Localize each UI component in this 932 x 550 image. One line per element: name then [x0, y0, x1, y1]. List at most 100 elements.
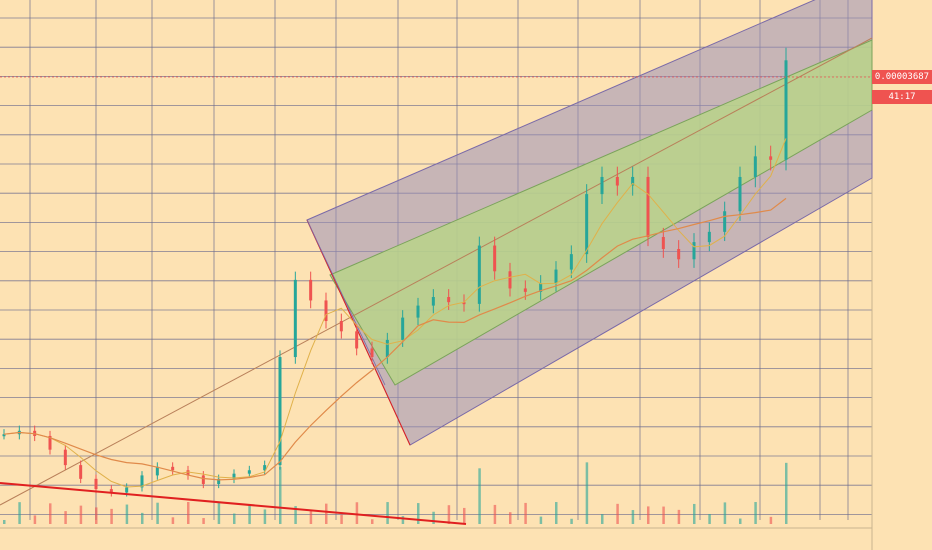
- volume-bar: [3, 520, 6, 524]
- volume-bar: [754, 502, 757, 524]
- volume-bar: [340, 514, 343, 524]
- candle-body: [309, 279, 313, 301]
- candle-body: [109, 489, 113, 493]
- volume-bar: [110, 508, 113, 524]
- volume-bar: [217, 502, 221, 524]
- volume-bar: [509, 512, 512, 524]
- volume-bar: [294, 506, 297, 524]
- candle-body: [692, 242, 696, 260]
- candle-body: [677, 248, 681, 260]
- candle-body: [477, 245, 481, 304]
- candle-body: [125, 487, 129, 493]
- candle-body: [416, 305, 420, 318]
- volume-bar: [279, 466, 282, 524]
- volume-bar: [723, 502, 727, 524]
- candle-body: [753, 156, 757, 177]
- last-price-label: 0.00003687: [872, 70, 932, 84]
- volume-bar: [524, 502, 527, 524]
- moving-average-fast: [3, 138, 787, 488]
- candle-body: [2, 434, 6, 437]
- candle-body: [539, 283, 543, 292]
- candle-body: [569, 254, 573, 270]
- trend-line: [0, 482, 467, 525]
- volume-bar: [601, 514, 604, 524]
- volume-bar: [570, 518, 573, 524]
- candle-body: [171, 466, 175, 471]
- volume-bar: [156, 502, 159, 524]
- volume-bar: [493, 504, 497, 524]
- volume-bar: [95, 507, 98, 524]
- candle-body: [554, 269, 558, 284]
- volume-bar: [647, 506, 650, 524]
- candle-body: [447, 297, 451, 303]
- candle-body: [63, 449, 67, 466]
- channel-inner: [329, 39, 873, 386]
- volume-bar: [739, 518, 742, 524]
- candle-body: [661, 236, 665, 249]
- volume-bar: [432, 511, 435, 524]
- volume-bar: [18, 502, 21, 524]
- volume-bar: [769, 516, 773, 524]
- volume-bar: [141, 512, 144, 524]
- candle-body: [370, 348, 374, 358]
- volume-bar: [202, 518, 205, 524]
- candle-body: [293, 279, 297, 358]
- volume-bar: [125, 504, 129, 524]
- volume-bar: [49, 503, 52, 524]
- candle-body: [355, 331, 359, 349]
- candle-body: [784, 60, 788, 160]
- candle-body: [155, 466, 159, 476]
- candle-body: [462, 302, 466, 305]
- volume-bar: [386, 502, 389, 524]
- volume-bar: [555, 502, 558, 524]
- volume-bar: [401, 516, 405, 524]
- candle-body: [201, 475, 205, 484]
- volume-bar: [478, 468, 481, 524]
- volume-bar: [355, 502, 359, 524]
- candle-body: [493, 245, 497, 272]
- candle-body: [508, 271, 512, 289]
- volume-bar: [371, 519, 374, 524]
- countdown-label: 41:17: [872, 90, 932, 104]
- volume-bar: [64, 511, 67, 524]
- median-line: [0, 37, 873, 506]
- volume-bar: [263, 509, 267, 524]
- candle-body: [79, 465, 83, 479]
- volume-bar: [171, 517, 175, 524]
- candle-body: [339, 321, 343, 332]
- volume-bar: [233, 513, 236, 524]
- volume-bar: [677, 509, 681, 524]
- volume-bar: [785, 462, 788, 524]
- volume-bar: [447, 505, 451, 524]
- volume-bar: [662, 506, 665, 524]
- volume-bar: [33, 515, 37, 524]
- candle-body: [631, 176, 635, 186]
- volume-bar: [693, 503, 696, 524]
- candle-body: [615, 176, 619, 186]
- volume-bar: [631, 510, 635, 524]
- candle-body: [431, 297, 435, 306]
- moving-average-slow: [3, 197, 787, 481]
- candle-body: [769, 156, 773, 160]
- volume-bar: [539, 516, 543, 524]
- candle-body: [263, 465, 267, 471]
- candle-body: [186, 470, 190, 476]
- candle-body: [401, 317, 405, 340]
- volume-bar: [585, 462, 589, 524]
- volume-bar: [463, 507, 466, 524]
- volume-bar: [325, 503, 328, 524]
- candle-body: [707, 231, 711, 243]
- candle-body: [94, 478, 98, 490]
- volume-bar: [616, 503, 619, 524]
- volume-bar: [417, 503, 420, 524]
- candle-body: [140, 475, 144, 488]
- pitchfork-handle: [306, 219, 411, 446]
- candle-body: [385, 339, 389, 358]
- volume-bar: [187, 502, 190, 524]
- candle-body: [48, 435, 52, 450]
- candle-body: [600, 176, 604, 195]
- candle-body: [646, 176, 650, 237]
- candle-body: [738, 176, 742, 212]
